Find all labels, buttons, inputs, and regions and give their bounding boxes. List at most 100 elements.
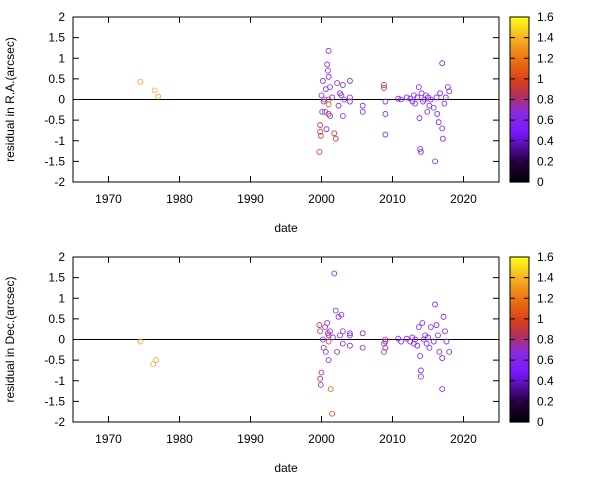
data-point (324, 61, 331, 68)
data-point (346, 94, 353, 101)
data-point (332, 135, 339, 142)
data-point (325, 101, 332, 108)
colorbar-tick-label: 0.2 (537, 394, 554, 408)
y-tick-label: 2 (58, 10, 65, 24)
data-point (417, 373, 424, 380)
colorbar: 0 0.2 0.4 0.6 0.8 1 1.2 1.4 1.6 (509, 10, 554, 189)
data-point (320, 78, 326, 84)
y-tick-label: -1 (54, 374, 65, 388)
panel-dec: -2 -1.5 -1 -0.5 0 0.5 1 1.5 2 1970 1980 1990 2000 201… (3, 250, 554, 475)
data-point (427, 96, 434, 103)
data-point (317, 328, 323, 335)
data-point (331, 270, 338, 277)
y-tick-label: 0 (58, 333, 65, 347)
data-point (337, 332, 343, 339)
data-point (339, 82, 346, 88)
y-tick-label: 1.5 (48, 31, 65, 45)
colorbar-tick-label: 1.2 (537, 51, 554, 65)
data-point (439, 355, 446, 361)
colorbar-tick-label: 0.4 (537, 134, 554, 148)
data-point (414, 342, 421, 349)
x-tick-label: 2000 (308, 192, 335, 206)
data-point (442, 94, 449, 101)
data-point (318, 92, 325, 99)
data-point (329, 334, 336, 341)
data-point (415, 84, 422, 91)
x-axis-label: date (274, 221, 298, 235)
x-tick-label: 2010 (379, 432, 406, 446)
data-point (412, 336, 419, 343)
colorbar-tick-label: 0.6 (537, 113, 554, 127)
data-point (324, 320, 331, 326)
y-tick-label: 0.5 (48, 312, 65, 326)
data-point (338, 92, 345, 99)
data-point (346, 332, 353, 339)
y-tick-label: -0.5 (44, 353, 65, 367)
data-point (335, 102, 342, 109)
y-tick-label: -1 (54, 134, 65, 148)
data-point (432, 158, 439, 165)
data-point (150, 361, 157, 368)
data-point (415, 324, 422, 331)
data-point (417, 146, 424, 152)
data-point (446, 88, 453, 95)
data-point (435, 119, 442, 126)
data-point (153, 357, 159, 364)
data-point (338, 311, 345, 318)
data-point (323, 126, 330, 133)
x-tick-label: 1990 (237, 192, 264, 206)
colorbar-tick-label: 1 (537, 72, 544, 86)
data-point (416, 115, 423, 121)
data-point (151, 87, 158, 94)
data-point (339, 328, 346, 335)
y-tick-label: 1 (58, 291, 65, 305)
colorbar-tick-label: 1.4 (537, 31, 554, 45)
x-tick-label: 1970 (95, 192, 122, 206)
data-point (317, 375, 323, 382)
data-point (382, 111, 389, 117)
data-point (435, 332, 441, 339)
data-point (331, 130, 338, 137)
data-point (439, 60, 446, 67)
data-point (316, 322, 323, 328)
data-point (425, 334, 431, 341)
data-point (398, 96, 404, 103)
data-point (433, 94, 440, 101)
y-tick-label: -0.5 (44, 113, 65, 127)
data-point (324, 67, 331, 74)
y-tick-label: 0 (58, 93, 65, 107)
x-tick-label: 1980 (166, 432, 193, 446)
y-tick-label: 1 (58, 51, 65, 65)
data-point (137, 338, 144, 345)
data-point (382, 131, 389, 138)
data-point (432, 301, 439, 308)
y-tick-label: -1.5 (44, 394, 65, 408)
data-point (441, 100, 448, 107)
data-point (382, 338, 389, 345)
data-point (359, 102, 366, 109)
data-point (317, 122, 323, 128)
data-point (395, 335, 402, 342)
data-points (137, 47, 453, 165)
data-point (321, 96, 328, 103)
panel-ra: -2 -1.5 -1 -0.5 0 0.5 1 1.5 2 1970 1980 1990 2000 201… (3, 10, 554, 235)
colorbar-tick-label: 0.2 (537, 154, 554, 168)
data-point (329, 410, 336, 417)
colorbar-tick-label: 0.6 (537, 353, 554, 367)
y-tick-label: 1.5 (48, 271, 65, 285)
data-point (317, 381, 324, 388)
data-point (381, 348, 387, 355)
data-point (446, 348, 453, 355)
colorbar-tick-label: 1.6 (537, 250, 554, 264)
x-tick-label: 1970 (95, 432, 122, 446)
data-point (325, 357, 332, 364)
data-point (341, 96, 348, 103)
data-point (436, 348, 443, 355)
data-point (346, 78, 353, 84)
colorbar-tick-label: 0.4 (537, 374, 554, 388)
colorbar: 0 0.2 0.4 0.6 0.8 1 1.2 1.4 1.6 (509, 250, 554, 429)
data-point (155, 93, 162, 100)
data-point (439, 386, 446, 392)
y-axis-label: residual in Dec.(arcsec) (3, 276, 17, 402)
